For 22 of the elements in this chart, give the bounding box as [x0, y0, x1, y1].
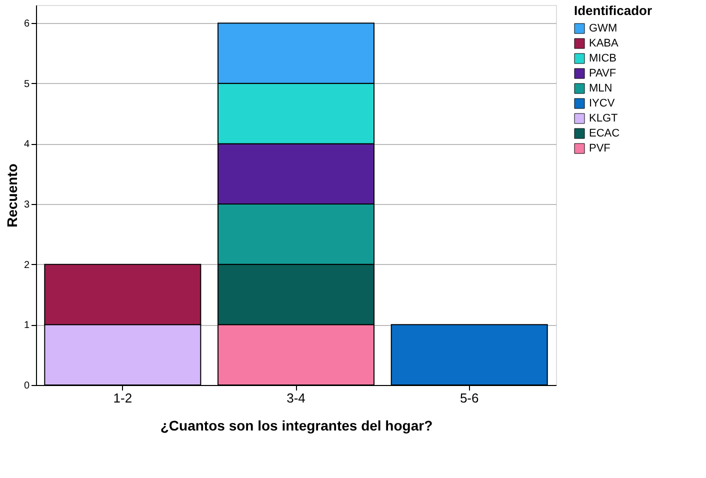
- y-tick-label: 1: [24, 320, 30, 332]
- legend-title: Identificador: [574, 3, 652, 18]
- y-tick-label: 5: [24, 78, 30, 90]
- x-axis-title: ¿Cuantos son los integrantes del hogar?: [160, 418, 433, 434]
- legend-label: ECAC: [589, 128, 620, 140]
- legend-label: MLN: [589, 82, 612, 94]
- legend-label: GWM: [589, 22, 618, 34]
- y-tick-label: 0: [24, 380, 30, 392]
- y-tick-label: 2: [24, 260, 30, 271]
- legend-label: IYCV: [589, 98, 616, 110]
- legend-label: KABA: [589, 38, 620, 50]
- y-axis-title: Recuento: [4, 164, 20, 228]
- y-tick-label: 3: [24, 200, 30, 211]
- x-tick-label: 5-6: [460, 390, 479, 406]
- y-tick-label: 6: [24, 18, 30, 30]
- legend-label: PAVF: [589, 68, 616, 80]
- x-tick-label: 1-2: [113, 390, 132, 406]
- y-tick-label: 4: [24, 139, 30, 150]
- x-tick-label: 3-4: [286, 390, 306, 406]
- legend-label: MICB: [589, 52, 616, 64]
- legend-label: PVF: [589, 142, 611, 154]
- legend-label: KLGT: [589, 112, 618, 124]
